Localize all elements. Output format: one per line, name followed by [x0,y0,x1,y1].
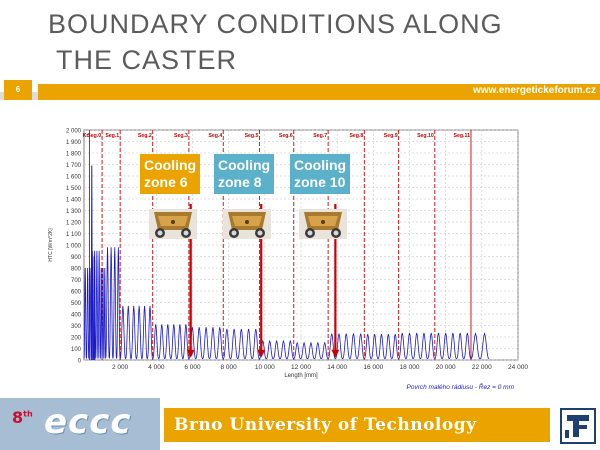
cooling-zone-label: Cooling zone 10 [290,154,351,194]
y-tick-label: 300 [71,324,82,330]
y-tick-label: 800 [71,267,82,273]
zone-label-line1: Cooling [218,157,271,173]
htc-chart-svg: 0 100 200 300 400 500 600 700 800 900 1 000 1 100 1 … [48,129,528,392]
x-tick-label: 16 000 [363,364,383,371]
x-tick-label: 18 000 [400,364,420,371]
segment-label: Seg.6 [279,133,293,139]
segment-label: Seg.5 [245,133,259,139]
chart-note: Povrch malého rádiusu - Řez = 0 mm [407,382,515,391]
htc-spike [90,165,93,361]
zone-label-line1: Cooling [294,157,347,173]
x-tick-label: 20 000 [436,364,456,371]
nozzle-image-icon [299,209,347,239]
y-tick-label: 0 [78,359,82,365]
slide-title-line2: THE CASTER [56,45,238,75]
zone-label-line1: Cooling [144,157,197,173]
segment-label: Seg.1 [105,133,119,139]
slide-title: BOUNDARY CONDITIONS ALONG THE CASTER [48,6,588,78]
y-tick-label: 500 [71,301,82,307]
zone-label-line2: zone 6 [144,174,188,190]
y-tick-label: 600 [71,290,82,296]
zone-arrow-head [257,349,266,358]
x-tick-label: 2 000 [112,364,129,371]
y-tick-label: 1 100 [66,232,82,238]
y-tick-label: 700 [71,278,82,284]
segment-label: Seg.11 [454,133,471,139]
y-tick-label: 1 000 [66,244,82,250]
y-tick-label: 200 [71,336,82,342]
x-tick-label: 14 000 [327,364,347,371]
y-tick-label: 1 200 [66,221,82,227]
y-tick-label: 1 400 [66,198,82,204]
footer-bar: Brno University of Technology [164,408,550,442]
x-tick-label: 24 000 [508,364,528,371]
y-tick-label: 1 300 [66,209,82,215]
y-tick-label: 1 800 [66,152,82,158]
htc-chart: 0 100 200 300 400 500 600 700 800 900 1 000 1 100 1 … [44,124,530,394]
x-tick-label: 6 000 [184,364,201,371]
segment-label: Kr [83,133,89,139]
y-tick-label: 1 900 [66,140,82,146]
segment-label: Seg.9 [384,133,398,139]
nozzle-image-icon [223,209,271,239]
y-tick-label: 1 500 [66,186,82,192]
htc-spike [93,256,96,361]
y-tick-label: 100 [71,347,82,353]
y-axis-label: HTC [W/m^2K] [48,228,54,262]
segment-label: Seg.2 [138,133,152,139]
eccc-logo-number: 8th [12,408,33,427]
segment-label: Seg.10 [417,133,434,139]
website-url[interactable]: www.energetickeforum.cz [473,85,596,96]
x-tick-label: 22 000 [472,364,492,371]
header-bar: www.energetickeforum.cz [38,84,600,100]
y-tick-label: 2 000 [66,129,82,135]
slide-title-line1: BOUNDARY CONDITIONS ALONG [48,9,503,39]
y-tick-label: 1 600 [66,175,82,181]
segment-label: Seg.4 [208,133,222,139]
x-tick-label: 10 000 [255,364,275,371]
slide-number: 6 [4,80,32,100]
nozzle-image-icon [149,209,197,239]
zone-arrow-head [186,349,195,358]
zone-label-line2: zone 8 [218,174,262,190]
htc-series-line [83,247,490,360]
y-tick-label: 1 700 [66,163,82,169]
zone-label-line2: zone 10 [294,174,346,190]
eccc-logo: eccc [44,402,132,442]
y-tick-label: 400 [71,313,82,319]
segment-label: Seg.8 [349,133,363,139]
x-tick-label: 8 000 [221,364,238,371]
segment-label: Seg.7 [313,133,327,139]
x-axis-label: Length [mm] [284,373,318,379]
cooling-zone-label: Cooling zone 8 [214,154,275,194]
x-tick-label: 4 000 [148,364,165,371]
university-logo-icon [560,408,596,444]
y-tick-label: 900 [71,255,82,261]
segment-label: Seg.3 [174,133,188,139]
footer-university-text: Brno University of Technology [174,415,477,435]
cooling-zone-label: Cooling zone 6 [140,154,201,194]
footer-logo-panel [0,398,160,450]
segment-label: Seg.0 [87,133,101,139]
x-tick-label: 12 000 [291,364,311,371]
zone-arrow-head [331,349,340,358]
